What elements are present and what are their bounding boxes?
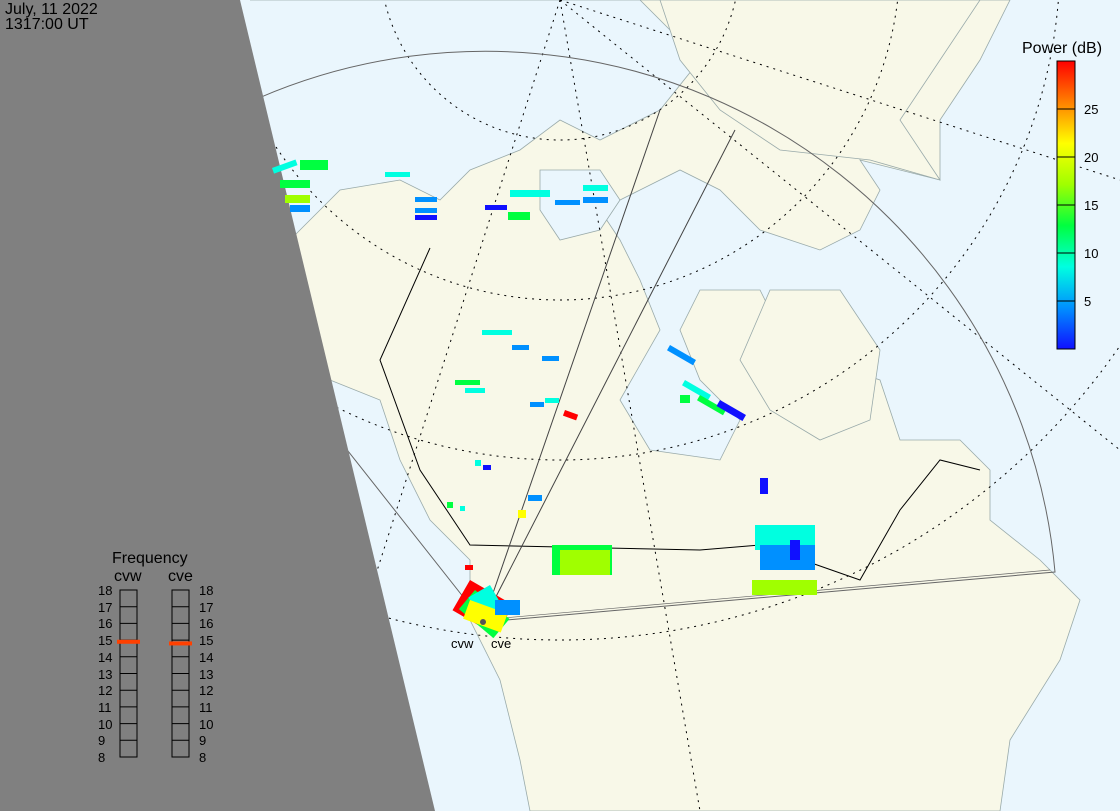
frequency-marker-cve: [169, 641, 192, 646]
frequency-tick-label: 12: [199, 683, 214, 699]
scatter-cell: [463, 600, 508, 633]
scatter-cell: [508, 212, 530, 220]
scatter-cell: [495, 600, 520, 615]
scatter-cell: [415, 208, 437, 213]
scatter-cell: [530, 402, 544, 407]
scatter-cell: [512, 345, 529, 350]
frequency-title: Frequency: [112, 550, 188, 567]
scatter-cell: [752, 580, 817, 595]
scatter-cell: [510, 190, 550, 197]
date-label: July, 11 2022: [5, 1, 98, 18]
colorbar-tick-label: 20: [1084, 150, 1099, 165]
scatter-cell: [716, 400, 746, 422]
scatter-cell: [583, 197, 608, 203]
frequency-tick-label: 12: [98, 683, 113, 699]
scatter-cell: [465, 388, 485, 393]
scatter-cell: [272, 159, 298, 174]
scatter-cell: [760, 545, 815, 570]
frequency-tick-label: 15: [199, 633, 214, 649]
radar-fov: [129, 50, 1056, 623]
scatter-cell: [667, 345, 696, 366]
scatter-cell: [760, 478, 768, 494]
radar-site-marker: [480, 619, 486, 625]
scatter-cell: [460, 506, 465, 511]
frequency-tick-label: 9: [199, 733, 207, 749]
nightside-terminator: [0, 0, 435, 811]
colorbar-title: Power (dB): [1022, 40, 1103, 57]
colorbar-tick-label: 5: [1084, 294, 1092, 309]
frequency-tick-label: 8: [98, 750, 106, 765]
frequency-tick-label: 15: [98, 633, 113, 649]
scatter-cell: [290, 205, 310, 212]
frequency-radar-cve: cve: [168, 568, 193, 585]
scatter-cell: [280, 180, 310, 188]
scatter-cells: [272, 159, 817, 639]
scatter-cell: [560, 550, 610, 575]
scatter-cell: [455, 380, 480, 385]
scatter-cell: [697, 395, 726, 416]
scatter-cell: [682, 379, 711, 401]
scatter-cell: [562, 409, 579, 421]
time-label: 1317:00 UT: [5, 16, 89, 33]
scatter-cell: [385, 172, 410, 177]
scatter-cell: [542, 356, 559, 361]
scatter-cell: [583, 185, 608, 191]
colorbar: [1056, 60, 1076, 350]
scatter-cell: [415, 197, 437, 202]
frequency-radar-cvw: cvw: [114, 568, 142, 585]
frequency-tick-label: 10: [98, 716, 113, 732]
scatter-cell: [285, 195, 310, 203]
frequency-tick-label: 9: [98, 733, 106, 749]
frequency-tick-label: 18: [199, 583, 214, 598]
frequency-marker-cvw: [117, 639, 140, 644]
frequency-tick-label: 13: [199, 666, 214, 682]
frequency-tick-label: 10: [199, 716, 214, 732]
scatter-cell: [518, 510, 526, 518]
frequency-tick-label: 11: [98, 699, 112, 715]
frequency-tick-label: 14: [98, 649, 113, 665]
frequency-tick-label: 16: [199, 616, 214, 632]
scatter-cell: [790, 540, 800, 560]
scatter-cell: [555, 200, 580, 205]
scatter-cell: [475, 460, 481, 466]
scatter-cell: [415, 215, 437, 220]
frequency-panels: [117, 589, 192, 758]
radar-label-cvw: cvw: [451, 636, 474, 651]
colorbar-tick-label: 25: [1084, 102, 1099, 117]
scatter-cell: [300, 160, 328, 170]
scatter-cell: [680, 395, 690, 403]
frequency-tick-label: 16: [98, 616, 113, 632]
radar-label-cve: cve: [491, 636, 512, 651]
frequency-tick-label: 14: [199, 649, 214, 665]
scatter-cell: [528, 495, 542, 501]
frequency-tick-label: 17: [199, 599, 214, 615]
colorbar-tick-label: 10: [1084, 246, 1099, 261]
frequency-tick-label: 18: [98, 583, 113, 598]
scatter-cell: [482, 330, 512, 335]
scatter-cell: [545, 398, 559, 403]
frequency-tick-label: 13: [98, 666, 113, 682]
colorbar-tick-label: 15: [1084, 198, 1099, 213]
frequency-tick-label: 8: [199, 750, 207, 765]
scatter-cell: [485, 205, 507, 210]
scatter-cell: [465, 565, 473, 570]
scatter-cell: [447, 502, 453, 508]
frequency-tick-label: 11: [199, 699, 213, 715]
scatter-cell: [483, 465, 491, 470]
frequency-tick-label: 17: [98, 599, 113, 615]
